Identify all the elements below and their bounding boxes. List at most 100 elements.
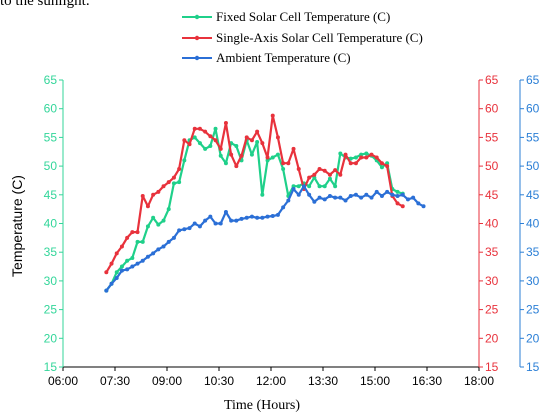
data-point-single-axis bbox=[343, 152, 348, 157]
data-point-fixed bbox=[135, 239, 140, 244]
data-point-single-axis bbox=[125, 235, 130, 240]
data-point-ambient bbox=[171, 235, 176, 240]
data-point-ambient bbox=[317, 195, 322, 200]
right-inner-y-tick-label: 50 bbox=[485, 159, 499, 173]
axis-ticks: 06:00 07:30 09:00 10:30 12:00 13:30 15:00 16:30… bbox=[44, 73, 540, 388]
x-tick-label: 13:30 bbox=[308, 374, 338, 388]
data-point-fixed bbox=[114, 270, 119, 275]
x-tick-label: 18:00 bbox=[464, 374, 494, 388]
series-single-axis bbox=[104, 113, 405, 275]
data-point-ambient bbox=[353, 192, 358, 197]
data-point-ambient bbox=[390, 192, 395, 197]
data-point-ambient bbox=[338, 195, 343, 200]
data-point-ambient bbox=[255, 215, 260, 220]
data-point-single-axis bbox=[223, 121, 228, 126]
data-point-single-axis bbox=[140, 193, 145, 198]
data-point-fixed bbox=[255, 139, 260, 144]
data-point-single-axis bbox=[270, 113, 275, 118]
legend-item-single-axis: Single-Axis Solar Cell Temperature (C) bbox=[182, 30, 423, 45]
data-point-ambient bbox=[322, 197, 327, 202]
right-inner-y-tick-label: 60 bbox=[485, 102, 499, 116]
data-point-single-axis bbox=[338, 172, 343, 177]
data-point-ambient bbox=[260, 215, 265, 220]
data-point-ambient bbox=[223, 210, 228, 215]
right-outer-y-tick-label: 55 bbox=[526, 130, 540, 144]
data-point-ambient bbox=[239, 216, 244, 221]
data-point-fixed bbox=[265, 158, 270, 163]
data-point-fixed bbox=[260, 192, 265, 197]
data-point-single-axis bbox=[322, 168, 327, 173]
left-y-tick-label: 20 bbox=[44, 331, 58, 345]
data-point-ambient bbox=[385, 189, 390, 194]
legend-item-fixed: Fixed Solar Cell Temperature (C) bbox=[182, 9, 390, 24]
data-point-ambient bbox=[135, 261, 140, 266]
data-point-single-axis bbox=[161, 184, 166, 189]
right-inner-y-tick-label: 35 bbox=[485, 245, 499, 259]
data-point-fixed bbox=[296, 184, 301, 189]
data-point-ambient bbox=[379, 193, 384, 198]
data-point-single-axis bbox=[312, 172, 317, 177]
right-outer-y-tick-label: 35 bbox=[526, 245, 540, 259]
data-point-single-axis bbox=[213, 138, 218, 143]
data-point-single-axis bbox=[291, 146, 296, 151]
data-point-ambient bbox=[286, 198, 291, 203]
data-point-single-axis bbox=[281, 161, 286, 166]
x-tick-label: 06:00 bbox=[48, 374, 78, 388]
data-point-fixed bbox=[203, 146, 208, 151]
data-point-ambient bbox=[301, 184, 306, 189]
data-point-single-axis bbox=[187, 142, 192, 147]
data-point-fixed bbox=[182, 158, 187, 163]
data-point-ambient bbox=[182, 227, 187, 232]
data-point-single-axis bbox=[119, 244, 124, 249]
data-point-single-axis bbox=[130, 230, 135, 235]
data-point-single-axis bbox=[229, 152, 234, 157]
data-point-single-axis bbox=[379, 161, 384, 166]
data-point-fixed bbox=[338, 151, 343, 156]
data-point-ambient bbox=[333, 195, 338, 200]
data-point-single-axis bbox=[166, 180, 171, 185]
data-point-fixed bbox=[327, 176, 332, 181]
data-point-single-axis bbox=[385, 164, 390, 169]
data-point-single-axis bbox=[348, 161, 353, 166]
data-point-ambient bbox=[405, 197, 410, 202]
x-tick-label: 07:30 bbox=[100, 374, 130, 388]
data-point-fixed bbox=[249, 152, 254, 157]
data-point-ambient bbox=[416, 201, 421, 206]
data-point-fixed bbox=[119, 264, 124, 269]
data-point-single-axis bbox=[182, 138, 187, 143]
page-text-fragment: to the sunlight. bbox=[0, 0, 90, 9]
data-point-single-axis bbox=[353, 161, 358, 166]
data-point-fixed bbox=[385, 161, 390, 166]
data-point-fixed bbox=[359, 152, 364, 157]
data-point-single-axis bbox=[400, 204, 405, 209]
data-point-single-axis bbox=[359, 155, 364, 160]
right-outer-y-tick-label: 40 bbox=[526, 217, 540, 231]
data-point-fixed bbox=[234, 144, 239, 149]
data-point-ambient bbox=[109, 281, 114, 286]
legend-label-single-axis: Single-Axis Solar Cell Temperature (C) bbox=[216, 30, 423, 45]
data-point-single-axis bbox=[395, 201, 400, 206]
data-point-fixed bbox=[333, 184, 338, 189]
data-point-fixed bbox=[130, 255, 135, 260]
data-point-single-axis bbox=[171, 175, 176, 180]
data-point-ambient bbox=[369, 195, 374, 200]
right-outer-y-tick-label: 15 bbox=[526, 360, 540, 374]
right-outer-y-tick-label: 50 bbox=[526, 159, 540, 173]
data-point-fixed bbox=[171, 181, 176, 186]
data-point-single-axis bbox=[197, 126, 202, 131]
data-point-ambient bbox=[364, 192, 369, 197]
data-point-ambient bbox=[229, 218, 234, 223]
data-point-single-axis bbox=[327, 172, 332, 177]
data-point-fixed bbox=[353, 155, 358, 160]
data-point-ambient bbox=[411, 195, 416, 200]
data-point-ambient bbox=[177, 228, 182, 233]
data-point-single-axis bbox=[156, 189, 161, 194]
data-point-ambient bbox=[343, 198, 348, 203]
legend: Fixed Solar Cell Temperature (C) Single-… bbox=[182, 9, 423, 65]
data-point-single-axis bbox=[203, 129, 208, 134]
data-point-fixed bbox=[223, 161, 228, 166]
data-point-fixed bbox=[197, 141, 202, 146]
data-point-fixed bbox=[312, 175, 317, 180]
right-outer-y-tick-label: 45 bbox=[526, 188, 540, 202]
